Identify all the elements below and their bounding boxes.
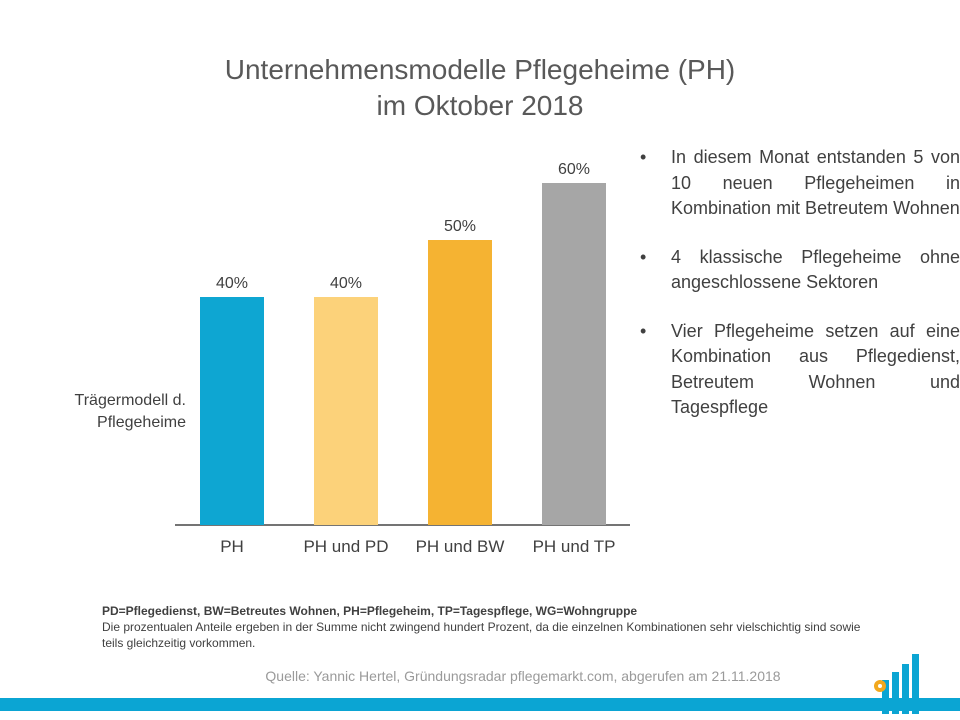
bottom-accent-bar <box>0 698 960 711</box>
source-citation: Quelle: Yannic Hertel, Gründungsradar pf… <box>265 668 781 684</box>
data-label-1: 40% <box>216 275 248 292</box>
bar-4 <box>542 183 606 525</box>
footnote: PD=Pflegedienst, BW=Betreutes Wohnen, PH… <box>102 603 862 651</box>
x-tick-label-1: PH <box>220 537 244 556</box>
bullet-item: • In diesem Monat entstanden 5 von 10 ne… <box>640 145 960 222</box>
footnote-abbreviations: PD=Pflegedienst, BW=Betreutes Wohnen, PH… <box>102 604 638 618</box>
x-tick-label-4: PH und TP <box>533 537 616 556</box>
y-axis-label-line-2: Pflegeheime <box>97 414 186 431</box>
title-line-1: Unternehmensmodelle Pflegeheime (PH) <box>224 54 736 85</box>
bullet-item: • 4 klassische Pflegeheime ohne angeschl… <box>640 245 960 296</box>
bullet-text: 4 klassische Pflegeheime ohne angeschlos… <box>671 246 960 293</box>
x-tick-label-2: PH und PD <box>303 537 388 556</box>
y-axis-label: Trägermodell d. Pflegeheime <box>30 390 186 434</box>
pflegemarkt-logo <box>874 654 919 714</box>
footnote-text: Die prozentualen Anteile ergeben in der … <box>102 620 861 650</box>
title-line-2: im Oktober 2018 <box>376 90 584 121</box>
bar-3 <box>428 240 492 525</box>
slide-title: Unternehmensmodelle Pflegeheime (PH) im … <box>0 52 960 124</box>
bullet-dot: • <box>640 320 647 341</box>
y-axis-label-line-1: Trägermodell d. <box>74 392 186 409</box>
x-tick-label-3: PH und BW <box>416 537 505 556</box>
bullet-text: Vier Pflegeheime setzen auf eine Kombina… <box>671 320 960 418</box>
bullet-dot: • <box>640 147 647 167</box>
bar-chart: 40% PH 40% PH und PD 50% PH und BW 60% PH und T… <box>175 161 630 556</box>
bullet-dot: • <box>640 246 647 267</box>
bar-2 <box>314 297 378 525</box>
bullet-text: In diesem Monat entstanden 5 von 10 neue… <box>671 147 960 218</box>
bar-1 <box>200 297 264 525</box>
bullet-list: • In diesem Monat entstanden 5 von 10 ne… <box>640 145 960 444</box>
data-label-2: 40% <box>330 275 362 292</box>
bullet-item: • Vier Pflegeheime setzen auf eine Kombi… <box>640 319 960 421</box>
data-label-4: 60% <box>558 161 590 178</box>
data-label-3: 50% <box>444 218 476 235</box>
